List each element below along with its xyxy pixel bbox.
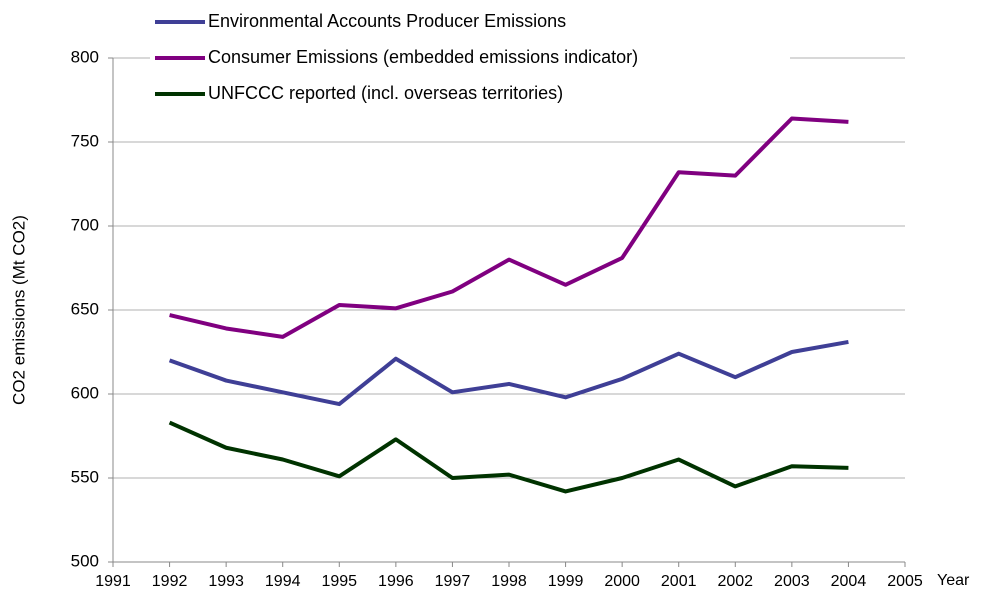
x-tick-label: 1992 [152, 573, 188, 590]
y-tick-label: 600 [71, 383, 99, 402]
x-tick-label: 2004 [831, 573, 867, 590]
x-tick-label: 2005 [887, 573, 923, 590]
x-tick-label: 1994 [265, 573, 301, 590]
legend-label: Consumer Emissions (embedded emissions i… [208, 47, 638, 67]
legend-background [150, 8, 790, 108]
y-tick-label: 750 [71, 131, 99, 150]
y-tick-label: 650 [71, 299, 99, 318]
x-tick-label: 2001 [661, 573, 697, 590]
series-line [169, 116, 849, 339]
y-tick-label: 700 [71, 215, 99, 234]
y-tick-label: 500 [71, 551, 99, 570]
legend-label: UNFCCC reported (incl. overseas territor… [208, 83, 563, 103]
x-tick-label: 1995 [321, 573, 357, 590]
y-tick-label: 550 [71, 467, 99, 486]
series-line [168, 420, 849, 494]
y-axis-label: CO2 emissions (Mt CO2) [9, 215, 28, 405]
x-tick-label: 2000 [604, 573, 640, 590]
x-tick-label: 1997 [435, 573, 471, 590]
x-axis-label: Year [937, 572, 970, 589]
legend-label: Environmental Accounts Producer Emission… [208, 11, 566, 31]
x-tick-label: 1999 [548, 573, 584, 590]
x-tick-label: 1991 [95, 573, 131, 590]
x-tick-label: 2002 [717, 573, 753, 590]
x-tick-label: 1993 [208, 573, 244, 590]
x-tick-label: 1998 [491, 573, 527, 590]
series-line [168, 339, 849, 407]
x-tick-label: 1996 [378, 573, 414, 590]
y-tick-label: 800 [71, 47, 99, 66]
x-tick-label: 2003 [774, 573, 810, 590]
